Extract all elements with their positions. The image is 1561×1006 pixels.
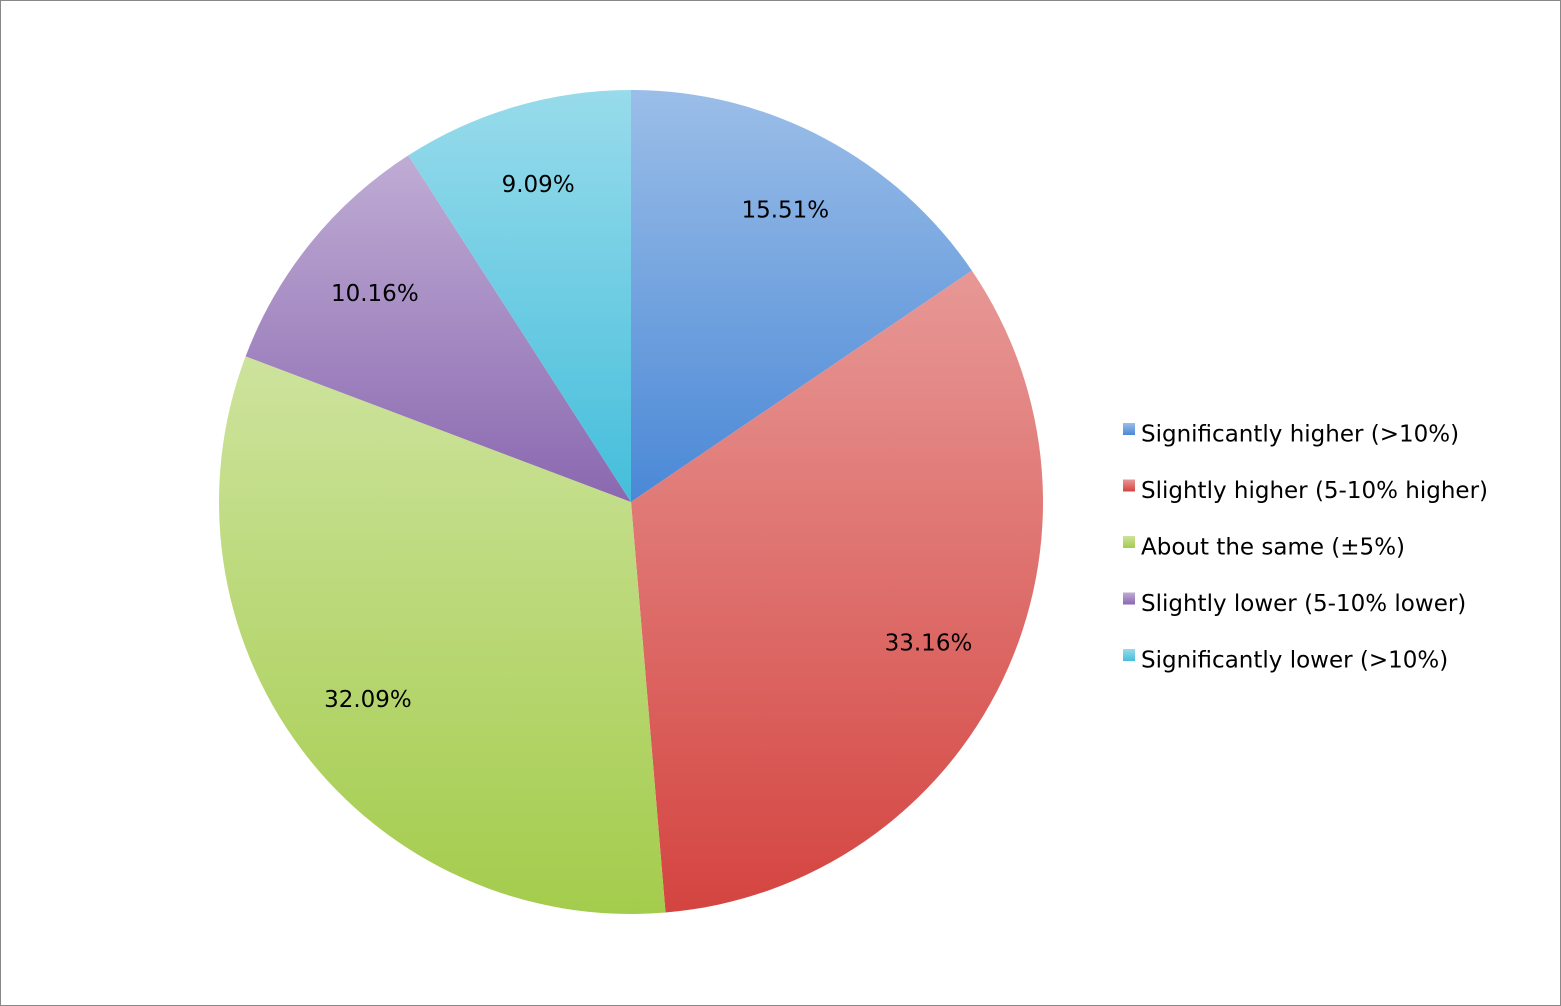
legend-label: Slightly higher (5-10% higher)	[1141, 478, 1488, 504]
pie-slice	[631, 90, 972, 502]
pie-slice	[245, 155, 631, 502]
legend-label: Significantly lower (>10%)	[1141, 648, 1448, 674]
pie-slice	[218, 356, 666, 915]
legend-label: About the same (±5%)	[1141, 535, 1405, 561]
data-label: 33.16%	[885, 630, 973, 656]
legend-label: Slightly lower (5-10% lower)	[1141, 591, 1466, 617]
legend-marker	[1123, 649, 1135, 661]
legend-marker	[1123, 479, 1135, 492]
data-label: 15.51%	[741, 197, 829, 223]
data-label: 9.09%	[502, 172, 575, 198]
legend-label: Significantly higher (>10%)	[1141, 422, 1459, 448]
pie-slice	[408, 90, 631, 502]
pie-slice	[631, 270, 1043, 913]
legend-marker	[1123, 592, 1135, 605]
data-label: 10.16%	[331, 281, 419, 307]
legend-marker	[1123, 423, 1135, 435]
legend-marker	[1123, 536, 1135, 548]
data-label: 32.09%	[324, 687, 412, 713]
